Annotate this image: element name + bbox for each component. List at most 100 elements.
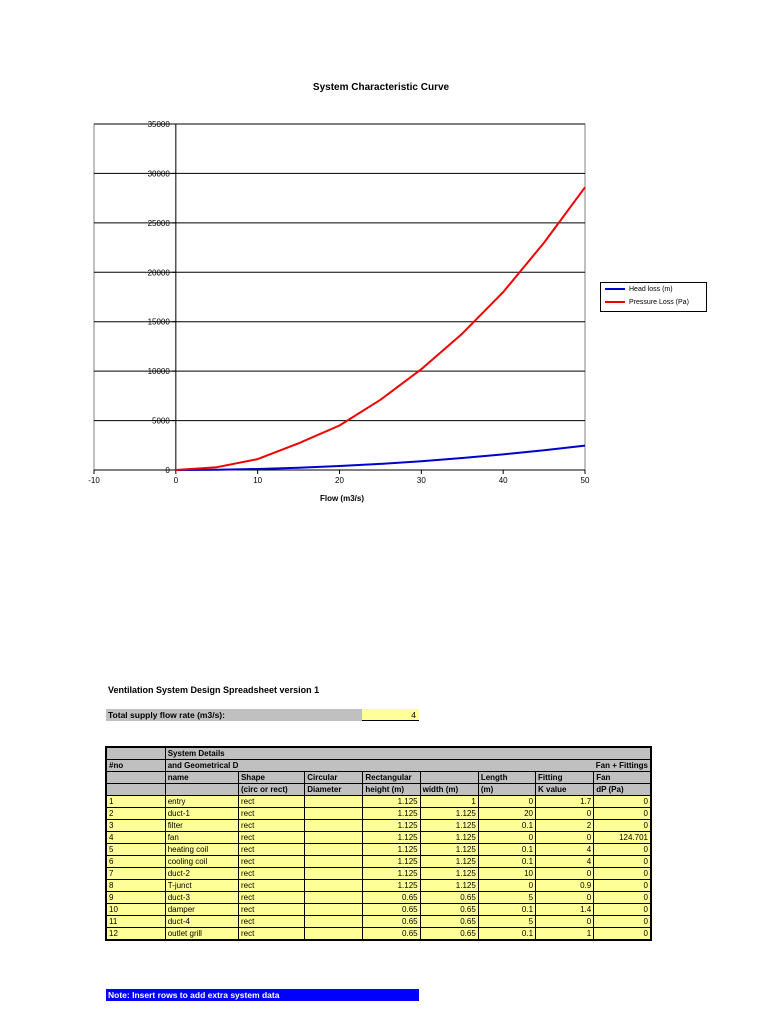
- table-cell[interactable]: 2: [105, 807, 166, 820]
- table-cell[interactable]: 1: [419, 795, 479, 808]
- table-cell[interactable]: duct-3: [164, 891, 239, 904]
- table-cell[interactable]: [304, 867, 364, 880]
- table-cell[interactable]: 0: [593, 867, 652, 880]
- table-cell[interactable]: rect: [237, 879, 306, 892]
- table-cell[interactable]: 1.125: [419, 867, 479, 880]
- table-cell[interactable]: duct-2: [164, 867, 239, 880]
- table-cell[interactable]: 7: [105, 867, 166, 880]
- table-cell[interactable]: 1.125: [419, 879, 479, 892]
- table-cell[interactable]: 1.125: [419, 831, 479, 844]
- table-cell[interactable]: 1.125: [419, 819, 479, 832]
- table-cell[interactable]: 4: [535, 855, 595, 868]
- table-cell[interactable]: 1.125: [362, 807, 421, 820]
- table-cell[interactable]: 9: [105, 891, 166, 904]
- table-cell[interactable]: [304, 831, 364, 844]
- table-cell[interactable]: 1.7: [535, 795, 595, 808]
- table-cell[interactable]: 0: [535, 915, 595, 928]
- table-cell[interactable]: 8: [105, 879, 166, 892]
- table-cell[interactable]: 0.1: [477, 819, 537, 832]
- table-cell[interactable]: 0.65: [419, 903, 479, 916]
- table-cell[interactable]: fan: [164, 831, 239, 844]
- table-cell[interactable]: 1.125: [362, 867, 421, 880]
- table-cell[interactable]: duct-4: [164, 915, 239, 928]
- table-cell[interactable]: 0.1: [477, 903, 537, 916]
- table-cell[interactable]: rect: [237, 807, 306, 820]
- table-cell[interactable]: 0.65: [419, 927, 479, 941]
- table-cell[interactable]: 0: [593, 843, 652, 856]
- table-cell[interactable]: [304, 855, 364, 868]
- supply-flow-input[interactable]: 4: [362, 709, 419, 721]
- table-cell[interactable]: 1.125: [419, 843, 479, 856]
- table-cell[interactable]: 1.125: [419, 807, 479, 820]
- table-cell[interactable]: 0.9: [535, 879, 595, 892]
- table-cell[interactable]: rect: [237, 819, 306, 832]
- table-cell[interactable]: rect: [237, 903, 306, 916]
- table-cell[interactable]: outlet grill: [164, 927, 239, 941]
- table-cell[interactable]: 0: [535, 891, 595, 904]
- table-cell[interactable]: [304, 819, 364, 832]
- table-cell[interactable]: 5: [105, 843, 166, 856]
- table-cell[interactable]: rect: [237, 891, 306, 904]
- table-cell[interactable]: [304, 915, 364, 928]
- table-cell[interactable]: 0: [477, 879, 537, 892]
- table-cell[interactable]: rect: [237, 867, 306, 880]
- table-cell[interactable]: 0: [593, 915, 652, 928]
- table-cell[interactable]: 0: [593, 879, 652, 892]
- table-cell[interactable]: 0: [477, 795, 537, 808]
- table-cell[interactable]: 4: [105, 831, 166, 844]
- table-cell[interactable]: 0: [477, 831, 537, 844]
- table-cell[interactable]: 0.1: [477, 843, 537, 856]
- table-cell[interactable]: 0: [593, 891, 652, 904]
- table-cell[interactable]: [304, 879, 364, 892]
- table-cell[interactable]: 1.125: [362, 795, 421, 808]
- table-cell[interactable]: 1.125: [362, 819, 421, 832]
- table-cell[interactable]: 0: [593, 819, 652, 832]
- table-cell[interactable]: T-junct: [164, 879, 239, 892]
- table-cell[interactable]: 1.125: [419, 855, 479, 868]
- table-cell[interactable]: 0.65: [362, 891, 421, 904]
- table-cell[interactable]: 1.125: [362, 843, 421, 856]
- table-cell[interactable]: 0: [535, 867, 595, 880]
- table-cell[interactable]: [304, 927, 364, 941]
- table-cell[interactable]: entry: [164, 795, 239, 808]
- table-cell[interactable]: 0.65: [362, 915, 421, 928]
- table-cell[interactable]: 0: [593, 903, 652, 916]
- table-cell[interactable]: 20: [477, 807, 537, 820]
- table-cell[interactable]: [304, 843, 364, 856]
- table-cell[interactable]: rect: [237, 855, 306, 868]
- table-cell[interactable]: rect: [237, 915, 306, 928]
- table-cell[interactable]: rect: [237, 831, 306, 844]
- table-cell[interactable]: 4: [535, 843, 595, 856]
- table-cell[interactable]: 1.125: [362, 879, 421, 892]
- table-cell[interactable]: 1.125: [362, 855, 421, 868]
- table-cell[interactable]: heating coil: [164, 843, 239, 856]
- table-cell[interactable]: rect: [237, 927, 306, 941]
- table-cell[interactable]: 5: [477, 915, 537, 928]
- table-cell[interactable]: 0: [593, 855, 652, 868]
- table-cell[interactable]: 1.125: [362, 831, 421, 844]
- table-cell[interactable]: 0.65: [362, 903, 421, 916]
- table-cell[interactable]: 1: [535, 927, 595, 941]
- table-cell[interactable]: 0: [535, 807, 595, 820]
- table-cell[interactable]: [304, 891, 364, 904]
- table-cell[interactable]: 0: [593, 795, 652, 808]
- table-cell[interactable]: 0: [593, 927, 652, 941]
- table-cell[interactable]: 1.4: [535, 903, 595, 916]
- table-cell[interactable]: [304, 795, 364, 808]
- table-cell[interactable]: rect: [237, 795, 306, 808]
- table-cell[interactable]: 124.701: [593, 831, 652, 844]
- table-cell[interactable]: 0: [593, 807, 652, 820]
- table-cell[interactable]: cooling coil: [164, 855, 239, 868]
- table-cell[interactable]: filter: [164, 819, 239, 832]
- table-cell[interactable]: 12: [105, 927, 166, 941]
- table-cell[interactable]: 11: [105, 915, 166, 928]
- table-cell[interactable]: 0.1: [477, 927, 537, 941]
- table-cell[interactable]: 0: [535, 831, 595, 844]
- table-cell[interactable]: 10: [105, 903, 166, 916]
- table-cell[interactable]: 5: [477, 891, 537, 904]
- table-cell[interactable]: 0.65: [362, 927, 421, 941]
- table-cell[interactable]: [304, 807, 364, 820]
- table-cell[interactable]: 6: [105, 855, 166, 868]
- table-cell[interactable]: rect: [237, 843, 306, 856]
- table-cell[interactable]: damper: [164, 903, 239, 916]
